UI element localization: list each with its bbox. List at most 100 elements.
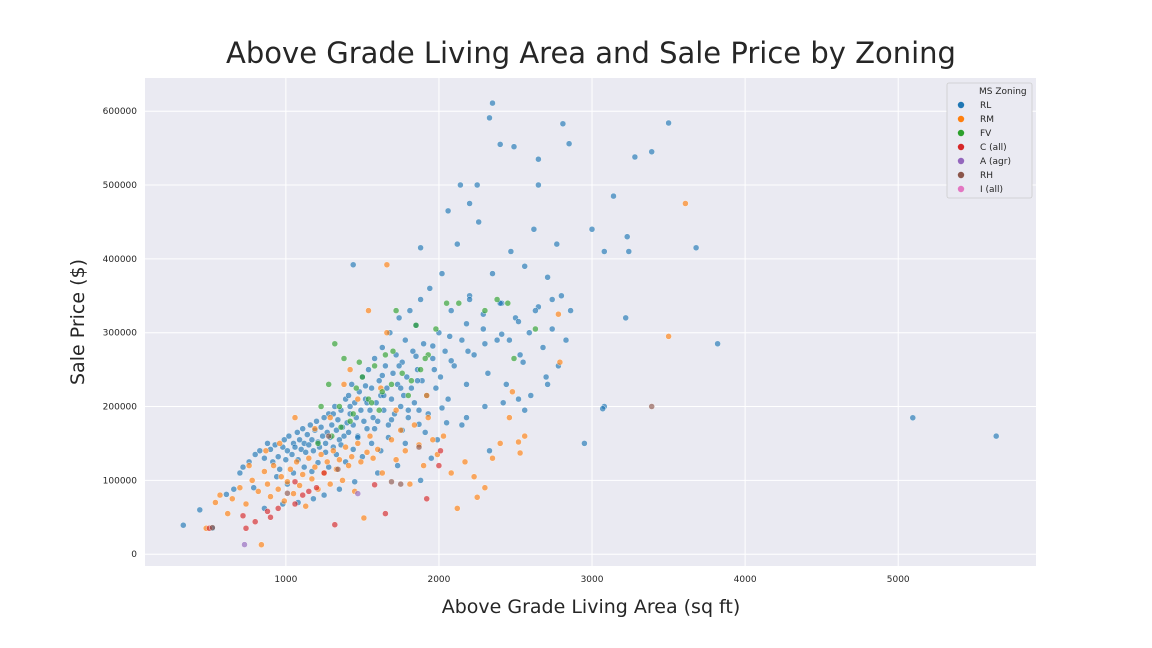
data-point	[336, 456, 343, 463]
data-point	[314, 459, 322, 466]
legend-marker	[957, 185, 965, 193]
data-point	[342, 443, 349, 451]
data-point	[299, 471, 306, 478]
data-point	[567, 307, 574, 314]
data-point	[461, 458, 469, 466]
legend-label: RM	[980, 115, 994, 125]
data-point	[510, 143, 518, 150]
data-point	[581, 440, 588, 447]
data-point	[527, 392, 535, 399]
data-point	[354, 434, 362, 441]
data-point	[258, 541, 265, 548]
data-point	[516, 351, 524, 359]
data-point	[348, 381, 355, 388]
data-point	[308, 475, 316, 483]
data-point	[489, 270, 496, 277]
data-point	[665, 119, 672, 127]
data-point	[484, 370, 492, 377]
data-point	[432, 325, 440, 333]
data-point	[506, 336, 513, 344]
data-point	[299, 491, 306, 499]
data-point	[363, 425, 371, 432]
data-point	[506, 414, 513, 421]
data-point	[473, 494, 481, 501]
data-points	[180, 99, 1000, 548]
data-point	[357, 406, 365, 414]
data-point	[429, 355, 437, 362]
data-point	[424, 414, 432, 421]
y-tick-label: 100000	[103, 476, 138, 486]
data-point	[293, 458, 300, 466]
data-point	[444, 395, 452, 403]
data-point	[346, 366, 354, 373]
data-point	[515, 318, 522, 325]
data-point	[296, 482, 303, 489]
data-point	[458, 336, 466, 344]
data-point	[409, 347, 417, 355]
data-point	[464, 347, 472, 355]
data-point	[429, 436, 437, 444]
legend-box	[946, 82, 1033, 199]
data-point	[521, 432, 528, 440]
data-point	[317, 403, 325, 410]
legend-label: RL	[980, 101, 991, 111]
data-point	[374, 418, 381, 425]
data-point	[371, 362, 378, 370]
data-point	[320, 491, 328, 499]
data-point	[405, 392, 412, 399]
data-point	[245, 462, 253, 469]
data-point	[530, 226, 538, 233]
legend-marker	[957, 171, 965, 179]
data-point	[262, 447, 270, 455]
data-point	[354, 440, 362, 447]
data-point	[499, 399, 507, 407]
data-point	[481, 340, 489, 348]
data-point	[308, 468, 316, 475]
data-point	[368, 384, 375, 392]
data-point	[366, 406, 374, 414]
plot-area	[145, 78, 1036, 566]
series-c-all	[206, 447, 444, 532]
data-point	[239, 463, 247, 471]
data-point	[548, 296, 556, 303]
data-point	[417, 477, 424, 484]
data-point	[337, 423, 345, 431]
data-point	[437, 373, 444, 381]
data-point	[356, 358, 363, 366]
data-point	[397, 480, 404, 488]
data-point	[454, 505, 461, 512]
series-a-agr	[241, 490, 362, 548]
legend-label: C (all)	[980, 143, 1007, 153]
data-point	[326, 480, 334, 488]
data-point	[297, 446, 305, 453]
data-point	[284, 478, 291, 486]
data-point	[648, 148, 655, 156]
data-point	[504, 299, 512, 307]
y-tick-label: 300000	[103, 329, 138, 339]
data-point	[241, 541, 248, 548]
data-point	[281, 436, 288, 444]
data-point	[379, 372, 386, 379]
data-point	[383, 329, 391, 336]
data-point	[346, 403, 354, 410]
data-point	[345, 429, 352, 436]
data-point	[441, 347, 449, 355]
data-point	[270, 462, 277, 469]
data-point	[486, 447, 493, 455]
data-point	[274, 453, 282, 460]
data-point	[281, 497, 288, 505]
y-tick-label: 600000	[103, 107, 138, 117]
data-point	[325, 432, 332, 440]
data-point	[359, 373, 366, 381]
data-point	[406, 307, 414, 314]
data-point	[565, 140, 573, 147]
data-point	[276, 466, 283, 473]
data-point	[405, 414, 412, 421]
data-point	[526, 329, 533, 336]
data-point	[440, 432, 447, 440]
data-point	[236, 469, 244, 477]
data-point	[559, 120, 567, 128]
data-point	[392, 456, 400, 463]
data-point	[284, 447, 291, 455]
data-point	[379, 469, 386, 477]
